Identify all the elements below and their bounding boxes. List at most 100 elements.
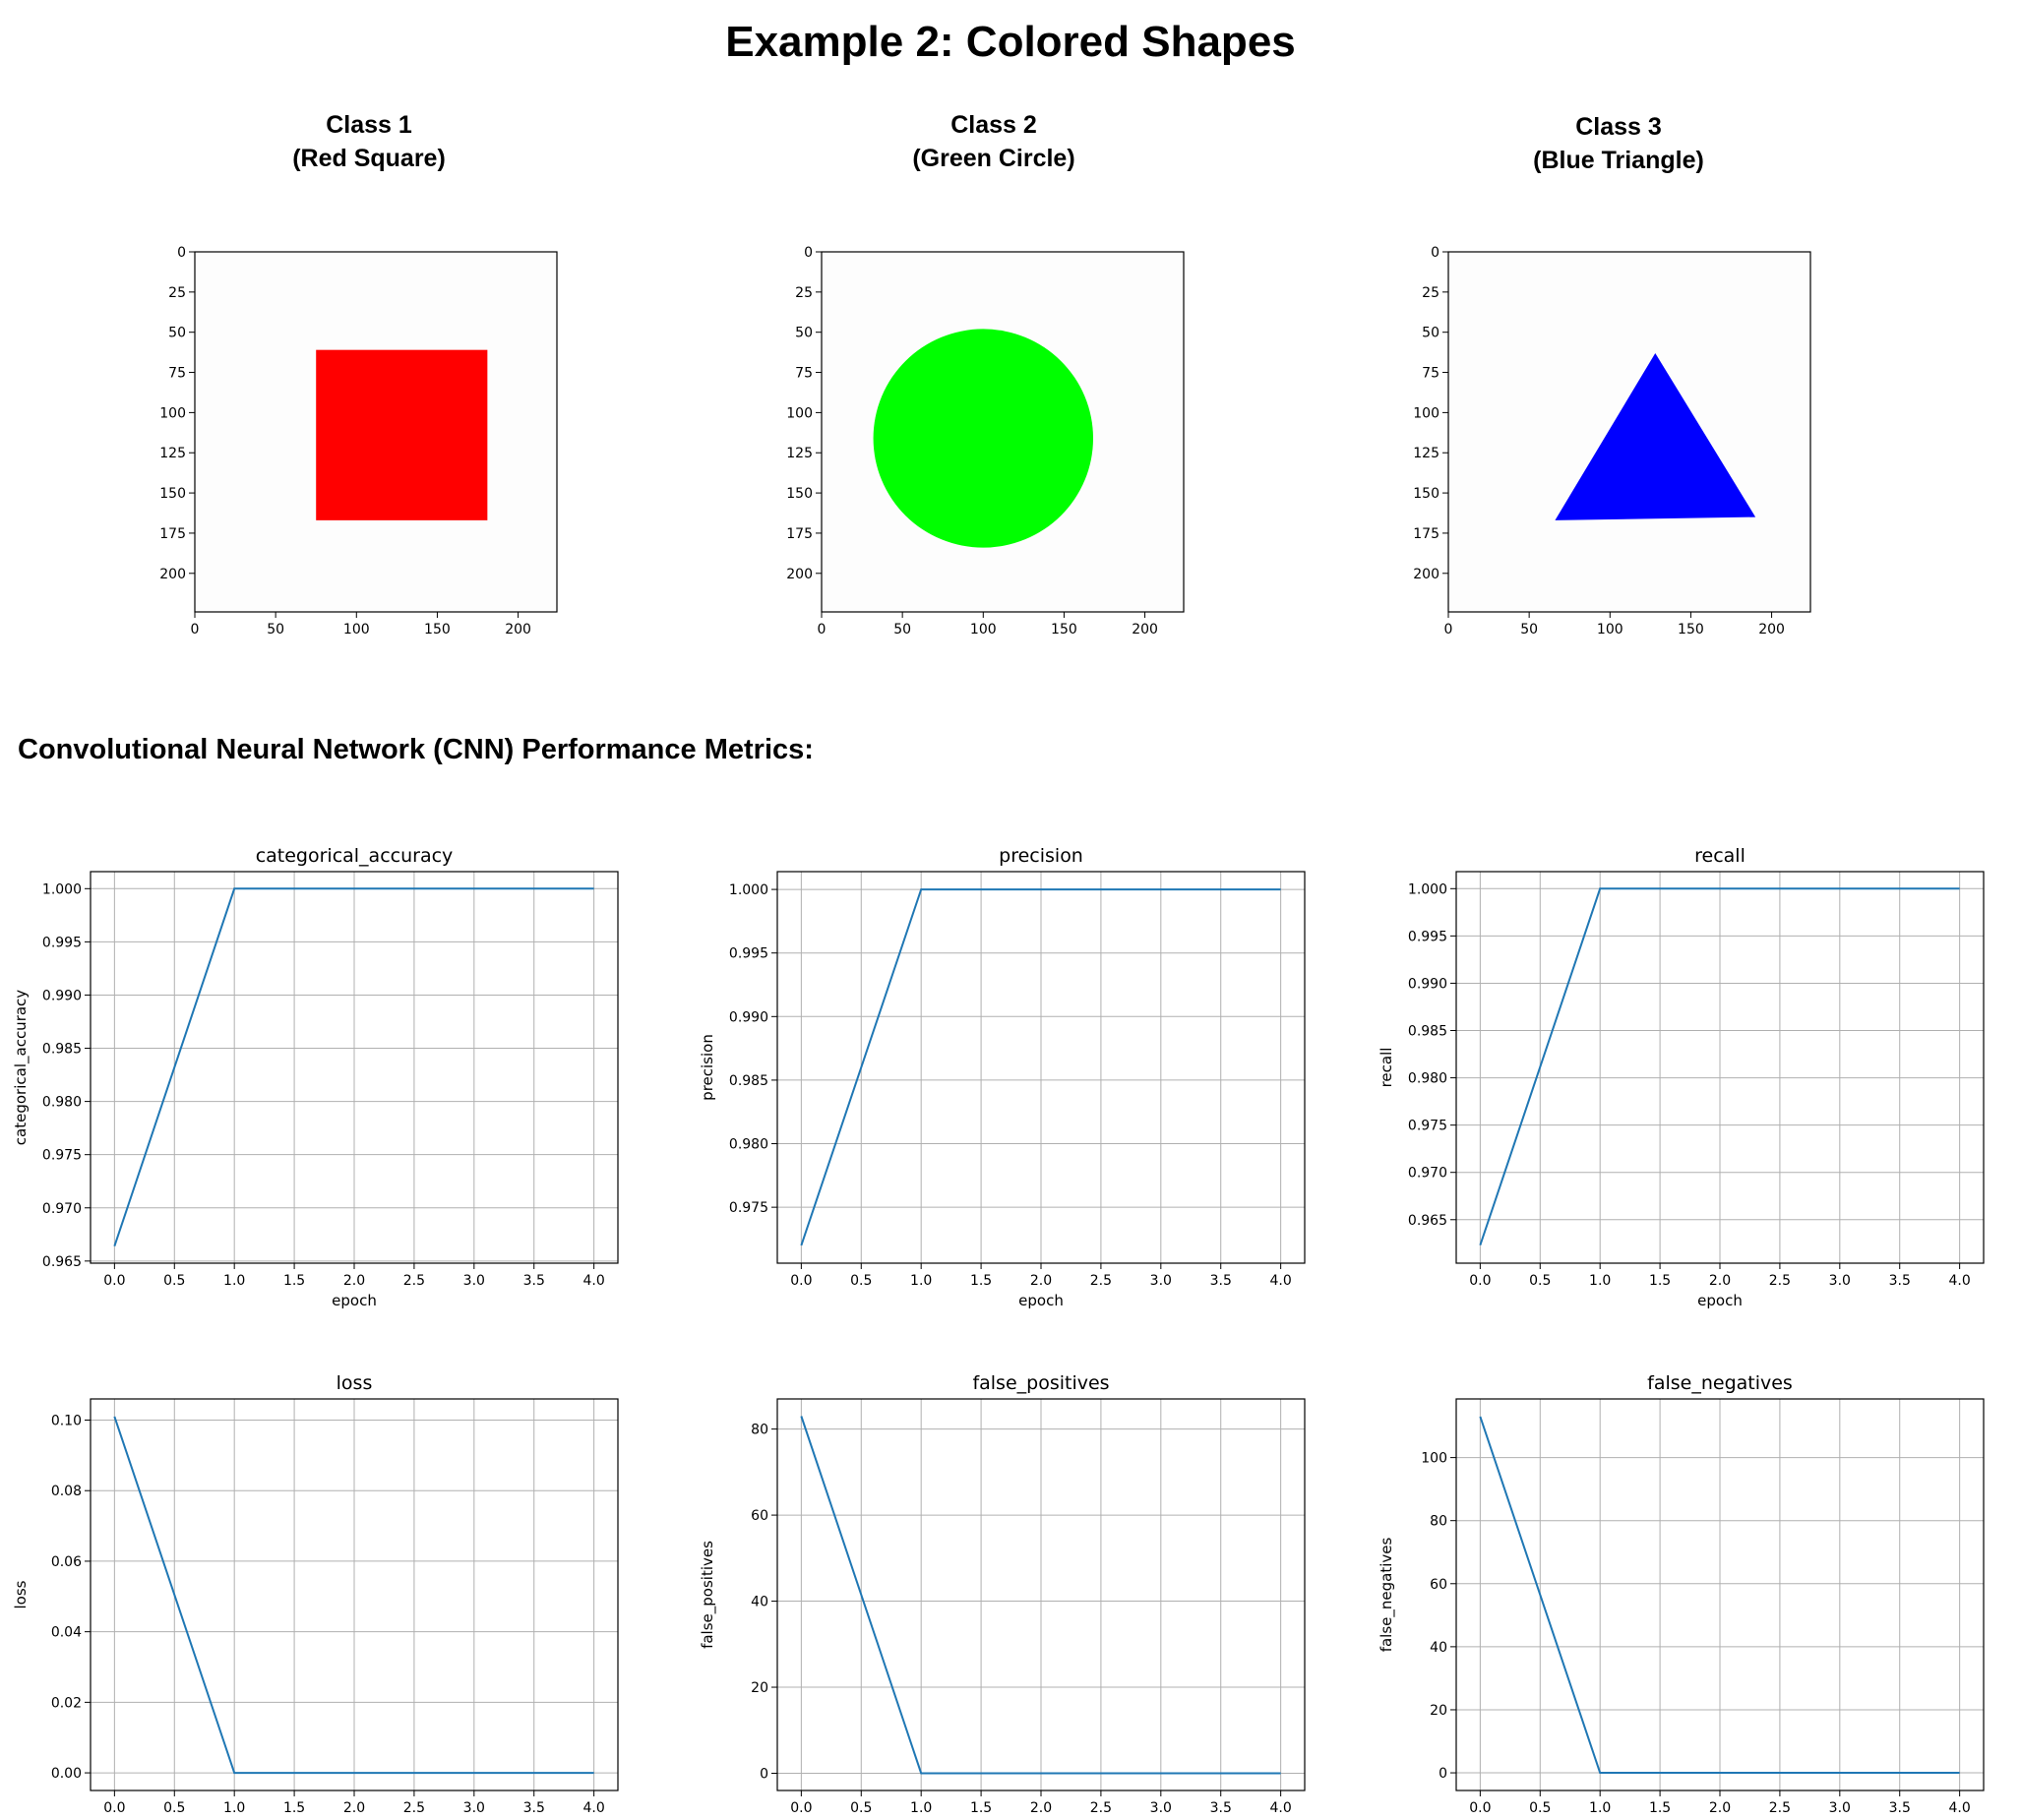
x-tick-label: 3.0 [1150,1273,1172,1289]
y-tick-label: 100 [786,405,813,421]
y-tick-label: 0.975 [729,1200,768,1216]
x-tick-label: 3.5 [523,1273,545,1289]
x-tick-label: 3.0 [1829,1800,1851,1816]
y-tick-label: 0.02 [51,1695,82,1711]
x-tick-label: 1.0 [223,1800,245,1816]
y-axis-label: categorical_accuracy [12,990,31,1145]
x-tick-label: 3.5 [1889,1273,1911,1289]
blue-triangle-shape [1555,352,1756,520]
green-circle-shape [873,329,1093,548]
x-tick-label: 1.5 [970,1273,992,1289]
y-tick-label: 0.975 [42,1148,82,1164]
image-frame [1447,251,1811,613]
y-tick-label: 0.10 [51,1414,82,1429]
y-tick-label: 0.04 [51,1625,82,1641]
y-tick-label: 0.970 [1408,1166,1447,1182]
x-tick-label: 200 [505,622,531,637]
y-tick-label: 0.995 [729,946,768,962]
chart-title: recall [1694,845,1745,867]
y-tick-label: 0.980 [1408,1071,1447,1087]
x-tick-label: 3.5 [1210,1800,1232,1816]
x-tick-label: 2.0 [1030,1800,1052,1816]
y-tick-label: 100 [159,405,186,421]
plot-area [91,1399,618,1790]
x-tick-label: 4.0 [1270,1800,1292,1816]
y-tick-label: 125 [159,446,186,461]
red-square-shape [316,349,488,520]
y-tick-label: 200 [1413,567,1439,582]
y-axis-label: false_positives [699,1541,717,1649]
y-tick-label: 0.990 [1408,976,1447,992]
x-tick-label: 1.0 [910,1800,932,1816]
class-1-title-line1: Class 1 [326,111,412,139]
y-tick-label: 0.985 [42,1042,82,1058]
x-tick-label: 0.0 [1469,1273,1491,1289]
x-tick-label: 3.5 [1889,1800,1911,1816]
x-tick-label: 3.0 [1829,1273,1851,1289]
x-tick-label: 0.5 [1529,1800,1551,1816]
y-tick-label: 125 [786,446,813,461]
y-tick-label: 175 [786,526,813,542]
series-line [113,887,594,1247]
y-tick-label: 25 [1422,285,1439,301]
x-tick-label: 200 [1758,622,1785,637]
y-tick-label: 150 [1413,486,1439,502]
x-tick-label: 4.0 [583,1273,605,1289]
y-tick-label: 80 [1430,1514,1447,1530]
plot-frame [1455,1398,1985,1791]
x-tick-label: 0.5 [850,1273,872,1289]
x-tick-label: 1.5 [283,1800,305,1816]
y-tick-label: 175 [159,526,186,542]
x-tick-label: 0.5 [850,1800,872,1816]
y-tick-label: 75 [795,366,813,382]
y-axis-label: false_negatives [1378,1538,1396,1653]
plot-area [91,872,618,1263]
x-tick-label: 1.0 [223,1273,245,1289]
y-axis-label: precision [699,1034,716,1101]
x-tick-label: 3.0 [1150,1800,1172,1816]
y-tick-label: 25 [795,285,813,301]
image-background [195,252,557,612]
x-tick-label: 150 [1051,622,1077,637]
x-tick-label: 4.0 [1949,1800,1971,1816]
x-tick-label: 3.0 [463,1273,485,1289]
y-tick-label: 1.000 [42,881,82,897]
y-tick-label: 1.000 [729,882,768,898]
x-tick-label: 1.0 [910,1273,932,1289]
x-tick-label: 2.0 [1709,1800,1731,1816]
y-tick-label: 0.08 [51,1484,82,1499]
y-tick-label: 125 [1413,446,1439,461]
x-tick-label: 2.0 [343,1273,365,1289]
x-tick-label: 2.5 [1769,1273,1791,1289]
y-tick-label: 50 [1422,326,1439,341]
x-tick-label: 2.0 [1030,1273,1052,1289]
x-tick-label: 2.5 [1769,1800,1791,1816]
x-tick-label: 50 [1520,622,1538,637]
class-1-title: Class 1 (Red Square) [162,108,576,175]
x-tick-label: 0.5 [163,1800,185,1816]
series-line [113,1416,594,1775]
chart-title: precision [999,845,1083,867]
series-line [1479,1416,1960,1775]
plot-area [777,1399,1305,1790]
y-tick-label: 0.990 [42,988,82,1003]
image-background [822,252,1184,612]
image-background [1448,252,1810,612]
y-tick-label: 150 [159,486,186,502]
x-tick-label: 2.5 [1090,1800,1112,1816]
y-tick-label: 100 [1421,1451,1447,1467]
x-tick-label: 0 [1444,622,1453,637]
x-tick-label: 0.5 [1529,1273,1551,1289]
y-tick-label: 0.965 [1408,1213,1447,1229]
x-tick-label: 2.5 [403,1800,425,1816]
y-axis-label: recall [1378,1048,1395,1088]
plot-area [1456,1399,1984,1790]
x-tick-label: 1.0 [1589,1273,1611,1289]
chart-title: false_positives [972,1372,1109,1394]
x-tick-label: 1.0 [1589,1800,1611,1816]
x-tick-label: 150 [424,622,451,637]
y-tick-label: 200 [159,567,186,582]
x-tick-label: 4.0 [1270,1273,1292,1289]
